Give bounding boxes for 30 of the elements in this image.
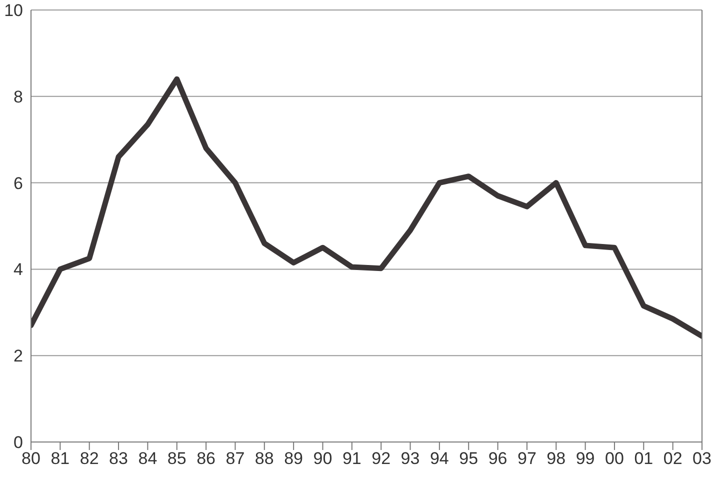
x-tick-label: 85 <box>167 449 186 468</box>
x-tick-label: 90 <box>313 449 332 468</box>
x-tick-label: 80 <box>22 449 40 468</box>
x-tick-label: 91 <box>342 449 362 468</box>
y-tick-label: 4 <box>14 260 23 280</box>
x-tick-label: 88 <box>254 449 274 468</box>
x-tick-label: 93 <box>400 449 420 468</box>
x-tick-label: 95 <box>459 449 478 468</box>
x-tick-label: 99 <box>576 449 595 468</box>
x-tick-label: 97 <box>517 449 536 468</box>
x-tick-label: 84 <box>138 449 158 468</box>
y-tick-label: 10 <box>4 1 23 20</box>
x-tick-label: 00 <box>605 449 624 468</box>
x-tick-label: 03 <box>692 449 712 468</box>
x-tick-label: 81 <box>50 449 70 468</box>
y-tick-label: 2 <box>14 346 23 366</box>
x-tick-label: 82 <box>80 449 99 468</box>
x-tick-label: 96 <box>488 449 508 468</box>
x-tick-label: 92 <box>372 449 391 468</box>
x-tick-label: 83 <box>109 449 128 468</box>
y-tick-label: 8 <box>14 87 23 106</box>
x-tick-label: 87 <box>226 449 245 468</box>
x-tick-label: 86 <box>196 449 216 468</box>
y-tick-label: 6 <box>14 174 23 193</box>
x-tick-label: 89 <box>284 449 304 468</box>
x-tick-label: 98 <box>546 449 566 468</box>
x-tick-label: 01 <box>634 449 654 468</box>
y-tick-label: 0 <box>14 433 23 452</box>
x-tick-label: 94 <box>430 449 449 468</box>
x-tick-label: 02 <box>663 449 682 468</box>
